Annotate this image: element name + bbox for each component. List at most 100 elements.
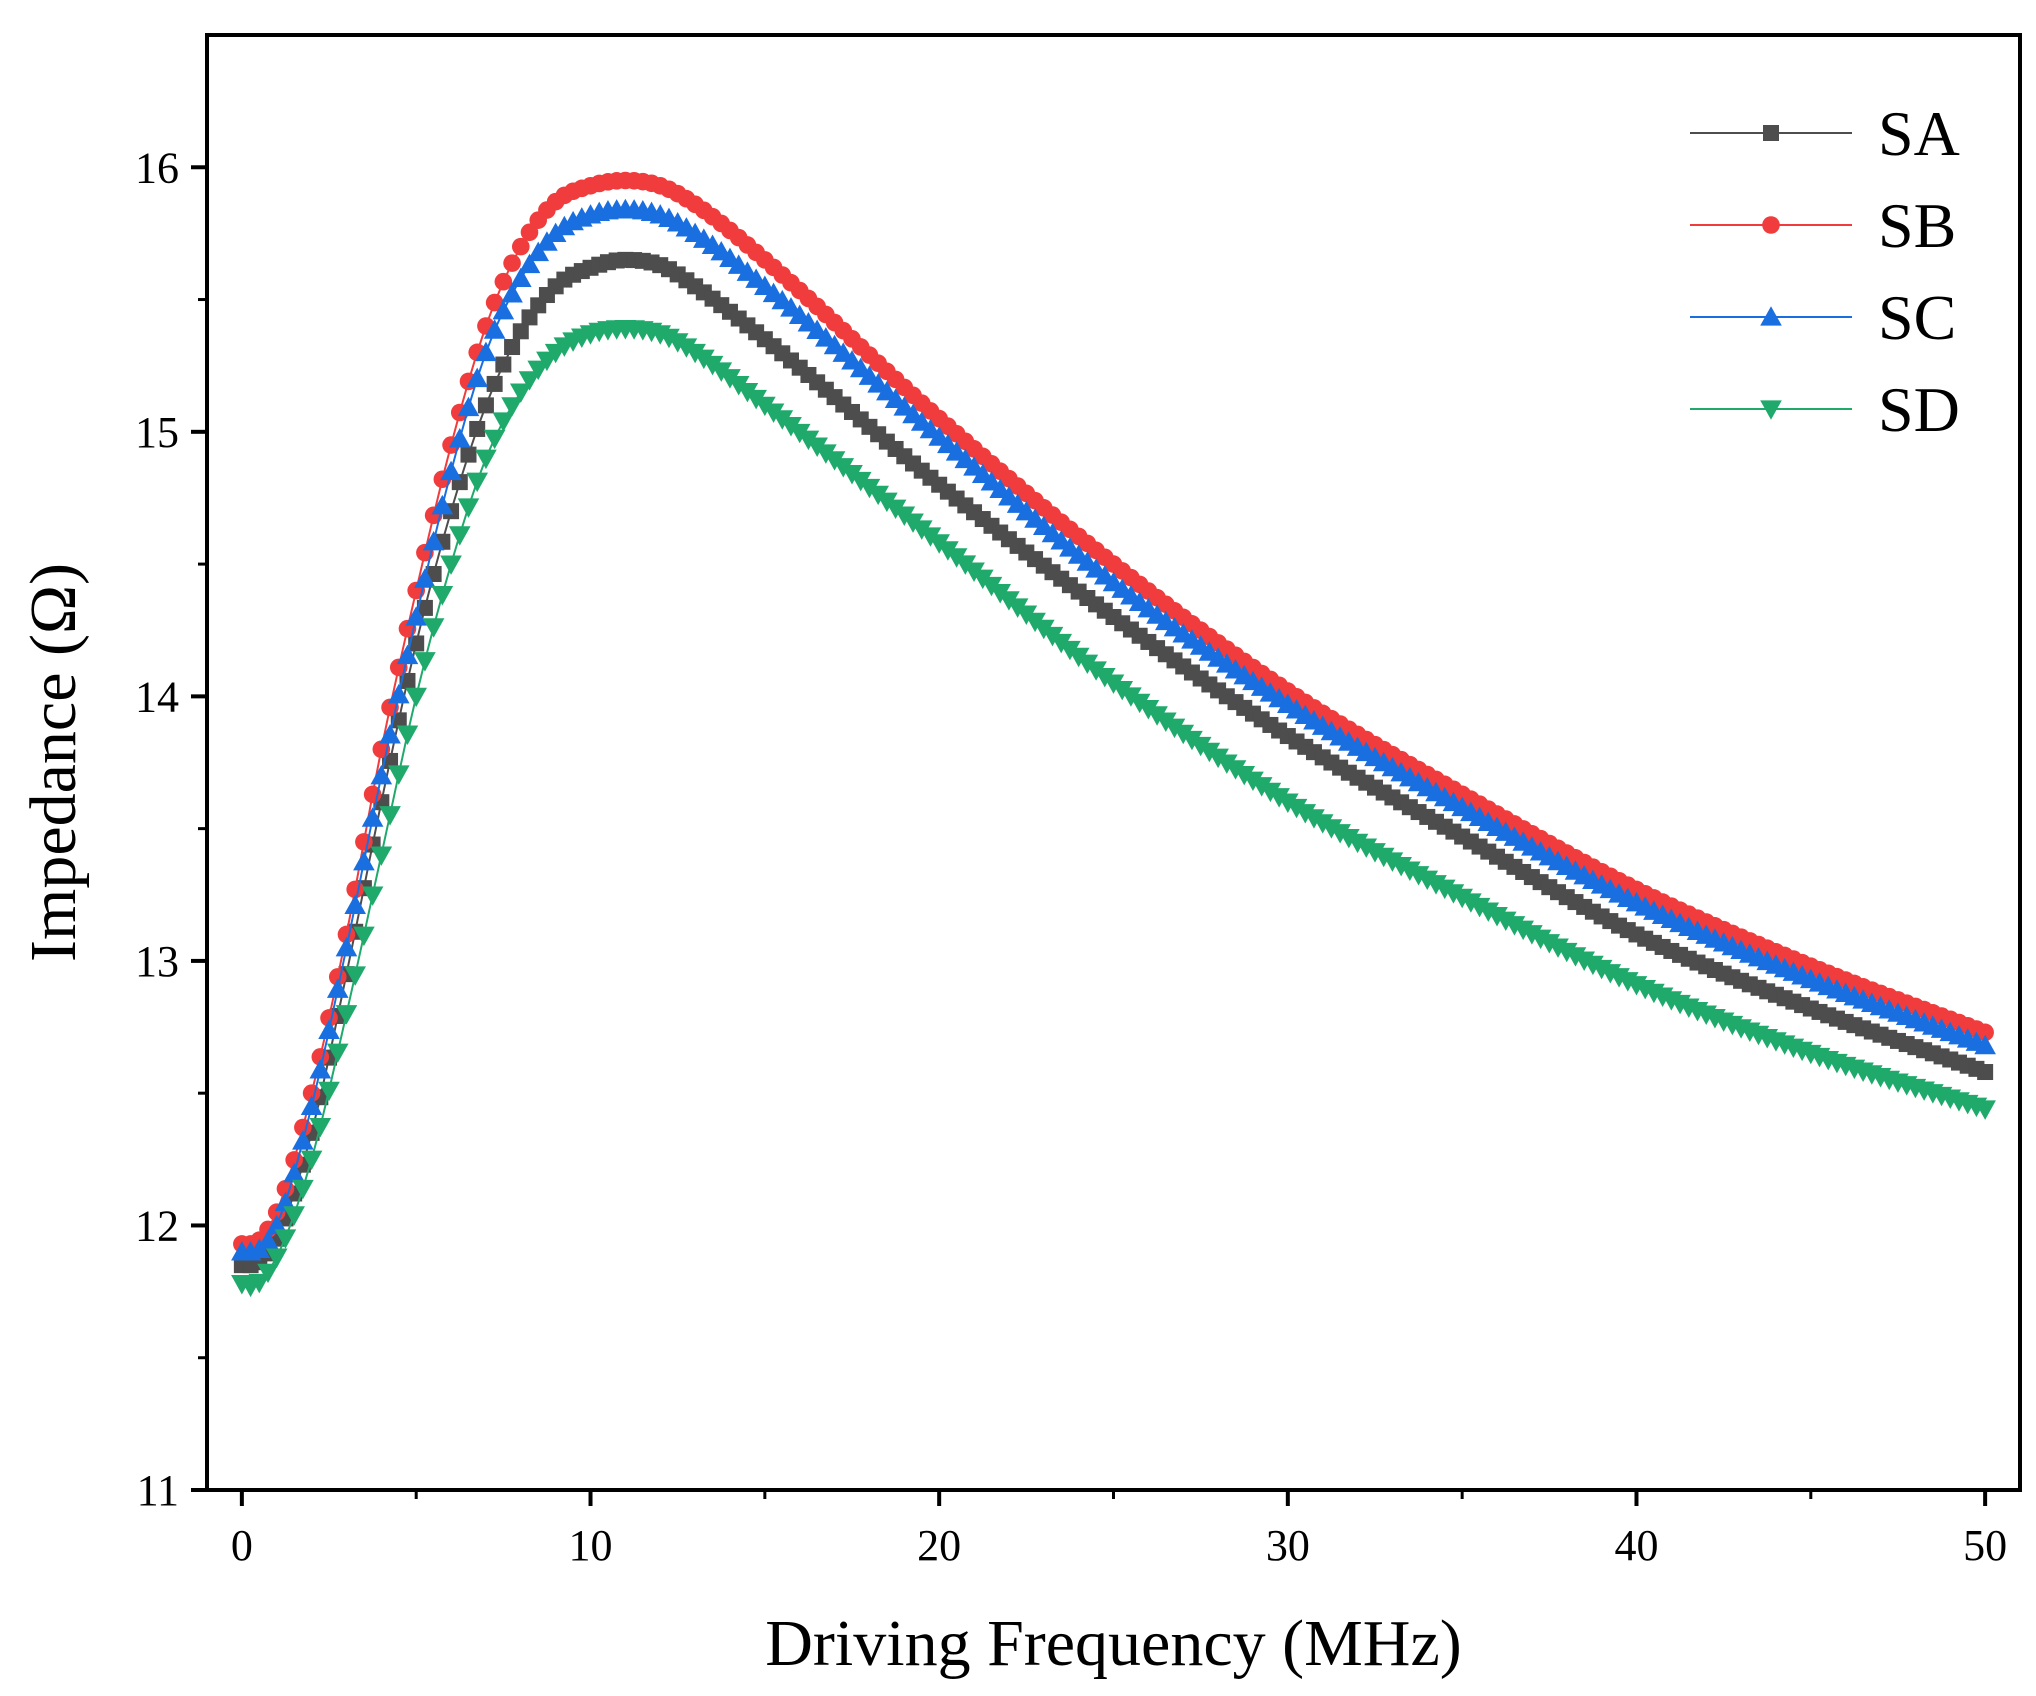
data-point <box>361 886 384 906</box>
data-point <box>1311 814 1334 834</box>
legend-item-sd: SD <box>1690 374 1960 445</box>
data-point <box>503 254 521 272</box>
data-point <box>477 397 494 414</box>
data-point <box>300 1150 323 1171</box>
data-point <box>326 978 349 998</box>
data-point <box>414 652 436 672</box>
data-point <box>422 530 445 551</box>
x-tick-label: 10 <box>569 1521 613 1570</box>
data-point <box>353 926 375 947</box>
data-point <box>292 1130 314 1150</box>
data-point <box>466 472 489 493</box>
data-point <box>309 1117 332 1138</box>
data-point <box>527 360 550 381</box>
legend-marker <box>1760 306 1782 326</box>
legend-item-sa: SA <box>1690 98 1960 169</box>
data-point <box>485 293 504 312</box>
data-point <box>414 568 436 588</box>
legend-label: SA <box>1878 98 1960 169</box>
data-point <box>457 498 480 518</box>
legend-item-sc: SC <box>1690 282 1956 353</box>
data-point <box>408 635 425 652</box>
data-point <box>501 397 523 417</box>
data-point <box>675 338 698 358</box>
y-tick-label: 11 <box>137 1466 179 1515</box>
y-tick-label: 16 <box>135 143 179 192</box>
data-point <box>1250 777 1273 797</box>
data-point <box>512 323 529 340</box>
data-point <box>527 241 550 262</box>
data-point <box>344 894 366 914</box>
data-point <box>1294 804 1317 824</box>
y-tick-label: 14 <box>135 672 179 721</box>
data-point <box>318 1081 340 1102</box>
legend-item-sb: SB <box>1690 190 1956 261</box>
x-tick-label: 50 <box>1963 1521 2007 1570</box>
data-point <box>379 806 401 826</box>
data-point <box>666 333 689 353</box>
data-point <box>494 272 513 291</box>
data-point <box>344 966 366 986</box>
data-point <box>387 765 410 785</box>
data-point <box>469 420 486 437</box>
data-point <box>440 460 462 481</box>
data-point <box>405 606 427 626</box>
data-point <box>257 1230 279 1250</box>
x-tick-label: 20 <box>917 1521 961 1570</box>
data-point <box>326 1043 349 1064</box>
y-axis-title: Impedance (Ω) <box>17 563 90 962</box>
data-point <box>1242 771 1264 792</box>
series-layer <box>231 171 1996 1298</box>
x-axis-title: Driving Frequency (MHz) <box>765 1607 1461 1680</box>
axes: 0 10 20 30 40 50 11 12 13 14 15 16 <box>135 143 2007 1570</box>
data-point <box>495 356 512 373</box>
legend-marker <box>1763 125 1779 141</box>
data-point <box>248 1273 271 1294</box>
data-point <box>466 367 489 388</box>
series-line-sa <box>241 258 1986 1267</box>
data-point <box>405 687 427 708</box>
data-point <box>440 555 462 575</box>
data-point <box>504 339 521 356</box>
data-point <box>283 1162 305 1183</box>
data-point <box>370 764 393 785</box>
data-point <box>509 383 532 403</box>
data-point <box>1268 788 1290 808</box>
data-point <box>492 412 515 432</box>
data-point <box>416 599 433 616</box>
data-point <box>276 1179 295 1198</box>
y-tick-label: 15 <box>135 408 179 457</box>
series-sd <box>231 320 1996 1298</box>
series-line-sd <box>241 327 1986 1288</box>
y-tick-label: 12 <box>135 1201 179 1250</box>
data-point <box>361 807 384 827</box>
data-point <box>283 1206 305 1226</box>
data-point <box>1189 736 1212 757</box>
legend-label: SB <box>1878 190 1956 261</box>
data-point <box>1216 754 1238 774</box>
data-point <box>486 375 503 392</box>
data-point <box>1976 1023 1994 1042</box>
legend: SA SB SC SD <box>1690 98 1960 445</box>
data-point <box>431 494 454 515</box>
data-point <box>1233 765 1256 786</box>
data-point <box>684 343 706 364</box>
data-point <box>257 1263 279 1284</box>
data-point <box>300 1095 323 1116</box>
data-point <box>335 936 358 957</box>
data-point <box>483 429 506 450</box>
data-point <box>511 237 530 256</box>
y-tick-label: 13 <box>135 937 179 986</box>
data-point <box>309 1059 332 1079</box>
data-point <box>265 1214 288 1235</box>
data-point <box>335 1005 358 1025</box>
legend-label: SD <box>1878 374 1960 445</box>
series-sc <box>231 198 1996 1261</box>
data-point <box>318 1019 340 1039</box>
data-point <box>1977 1064 1994 1081</box>
legend-marker <box>1762 216 1780 234</box>
data-point <box>448 428 471 448</box>
data-point <box>396 725 419 745</box>
data-point <box>422 618 445 638</box>
data-point <box>492 299 515 320</box>
